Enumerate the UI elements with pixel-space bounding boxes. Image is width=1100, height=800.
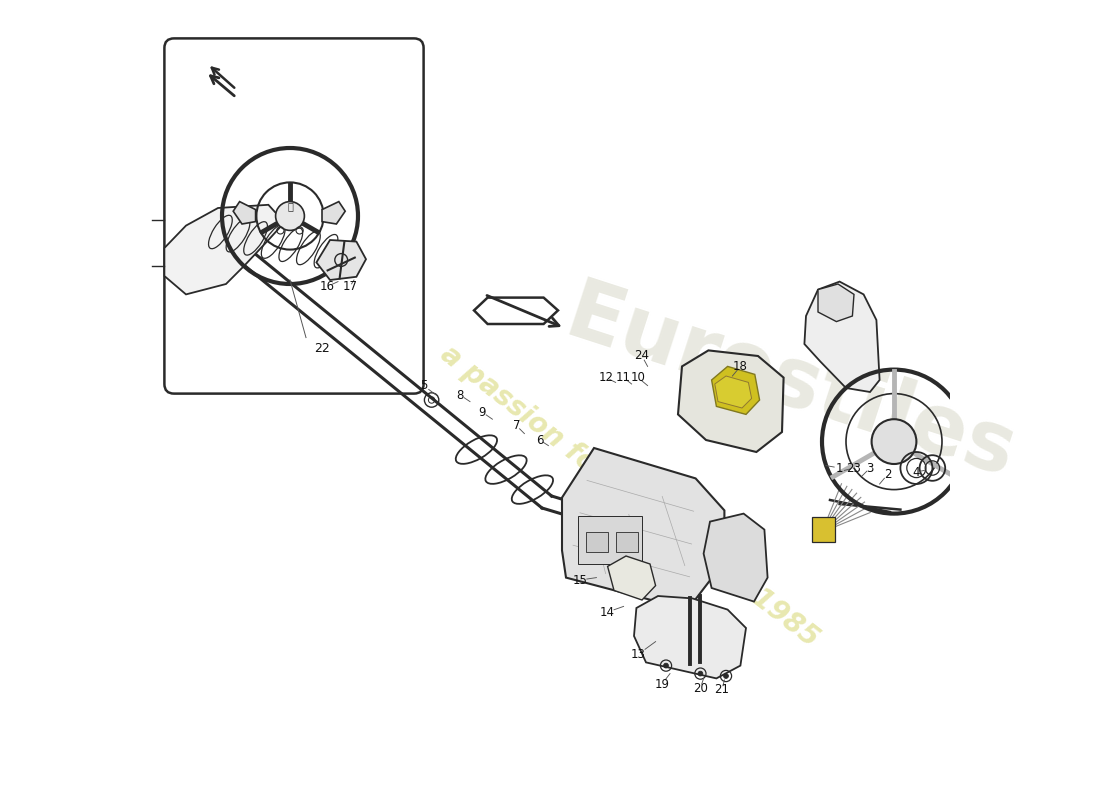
Text: 8: 8 — [456, 389, 464, 402]
Text: 4: 4 — [913, 466, 920, 478]
Text: 20: 20 — [693, 682, 707, 694]
Text: 6: 6 — [536, 434, 543, 446]
Circle shape — [276, 202, 305, 230]
Text: 9: 9 — [478, 406, 486, 418]
Bar — [578, 516, 642, 564]
Polygon shape — [634, 596, 746, 678]
Text: 23: 23 — [847, 462, 861, 474]
Polygon shape — [704, 514, 768, 602]
Text: 13: 13 — [630, 648, 646, 661]
Polygon shape — [317, 240, 366, 280]
Polygon shape — [804, 282, 880, 392]
Polygon shape — [678, 350, 783, 452]
Bar — [586, 532, 608, 552]
Text: 1: 1 — [836, 462, 844, 474]
Polygon shape — [715, 376, 751, 408]
Text: 21: 21 — [715, 683, 729, 696]
Text: 24: 24 — [635, 350, 649, 362]
Text: Eurostiles: Eurostiles — [554, 273, 1025, 495]
Polygon shape — [474, 298, 558, 324]
Bar — [616, 532, 638, 552]
Circle shape — [663, 663, 669, 668]
Text: 11: 11 — [616, 371, 631, 384]
Polygon shape — [322, 202, 345, 224]
Text: a passion for parts since 1985: a passion for parts since 1985 — [436, 340, 825, 652]
Polygon shape — [818, 284, 854, 322]
Text: 18: 18 — [733, 360, 748, 373]
Text: Ⓜ: Ⓜ — [287, 202, 293, 211]
Text: 14: 14 — [601, 606, 615, 618]
Text: 2: 2 — [884, 468, 891, 481]
Circle shape — [724, 674, 728, 678]
FancyBboxPatch shape — [164, 38, 424, 394]
Text: 17: 17 — [342, 280, 358, 293]
Circle shape — [871, 419, 916, 464]
Text: 5: 5 — [420, 379, 427, 392]
Polygon shape — [233, 202, 255, 224]
Polygon shape — [562, 448, 725, 610]
Text: 19: 19 — [654, 678, 670, 690]
Text: 22: 22 — [315, 342, 330, 354]
Text: 12: 12 — [598, 371, 614, 384]
Text: 15: 15 — [573, 574, 587, 586]
Text: 7: 7 — [513, 419, 520, 432]
Polygon shape — [712, 366, 760, 414]
Polygon shape — [607, 556, 656, 600]
Polygon shape — [164, 205, 285, 294]
Circle shape — [698, 671, 703, 676]
Text: 10: 10 — [630, 371, 646, 384]
Bar — [813, 517, 835, 542]
Text: 3: 3 — [867, 462, 873, 474]
Text: 16: 16 — [320, 280, 336, 293]
